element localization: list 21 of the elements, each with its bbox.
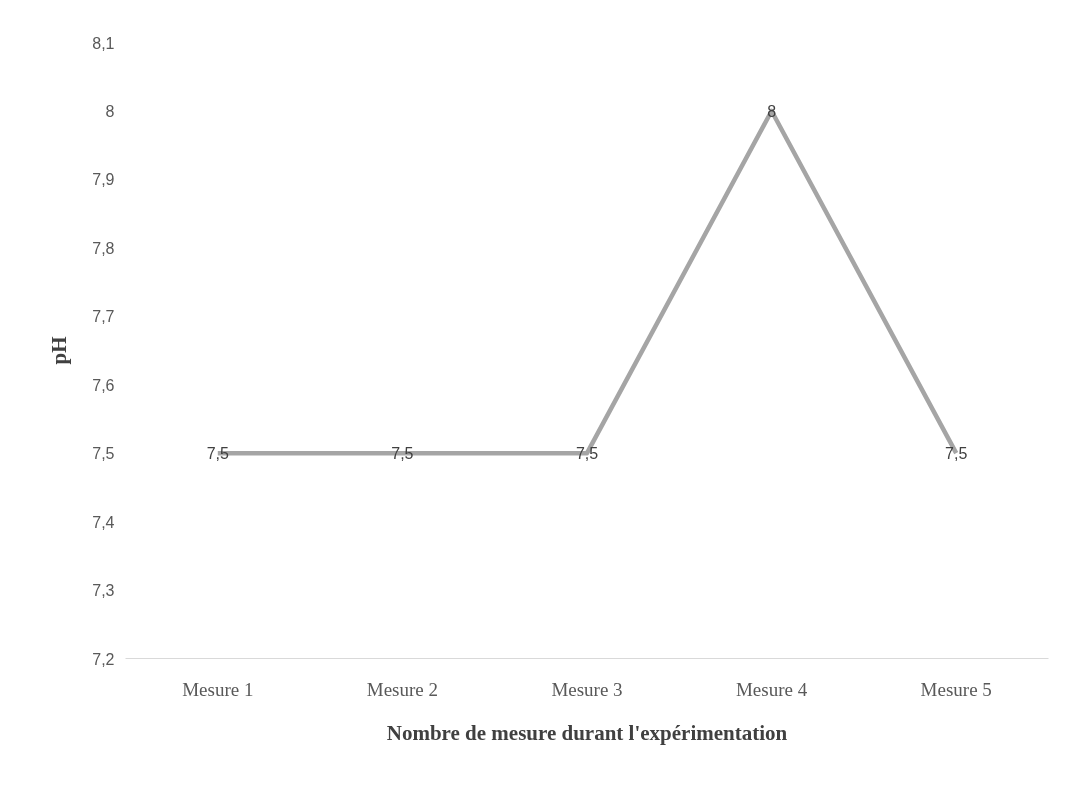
- y-tick-label: 7,3: [92, 582, 115, 600]
- x-tick-label: Mesure 2: [366, 678, 439, 700]
- y-tick-label: 8: [105, 102, 115, 120]
- x-tick-label: Mesure 4: [735, 678, 808, 700]
- x-tick-label: Mesure 5: [920, 678, 992, 700]
- y-tick-label: 7,2: [92, 650, 115, 668]
- y-tick-label: 7,6: [92, 376, 115, 394]
- data-label: 7,5: [575, 445, 599, 463]
- y-tick-label: 8,1: [92, 34, 115, 52]
- y-tick-label: 7,8: [92, 239, 115, 257]
- y-tick-label: 7,7: [92, 308, 115, 326]
- y-tick-label: 7,9: [92, 171, 115, 189]
- data-label: 7,5: [391, 445, 414, 463]
- x-axis-title: Nombre de mesure durant l'expérimentation: [386, 720, 788, 745]
- y-axis-title: pH: [47, 336, 72, 365]
- y-tick-label: 7,4: [92, 513, 115, 531]
- data-label: 7,5: [206, 445, 230, 463]
- data-label: 7,5: [945, 445, 968, 463]
- y-tick-label: 7,5: [92, 445, 115, 463]
- x-tick-label: Mesure 1: [182, 678, 254, 700]
- x-tick-label: Mesure 3: [551, 678, 623, 700]
